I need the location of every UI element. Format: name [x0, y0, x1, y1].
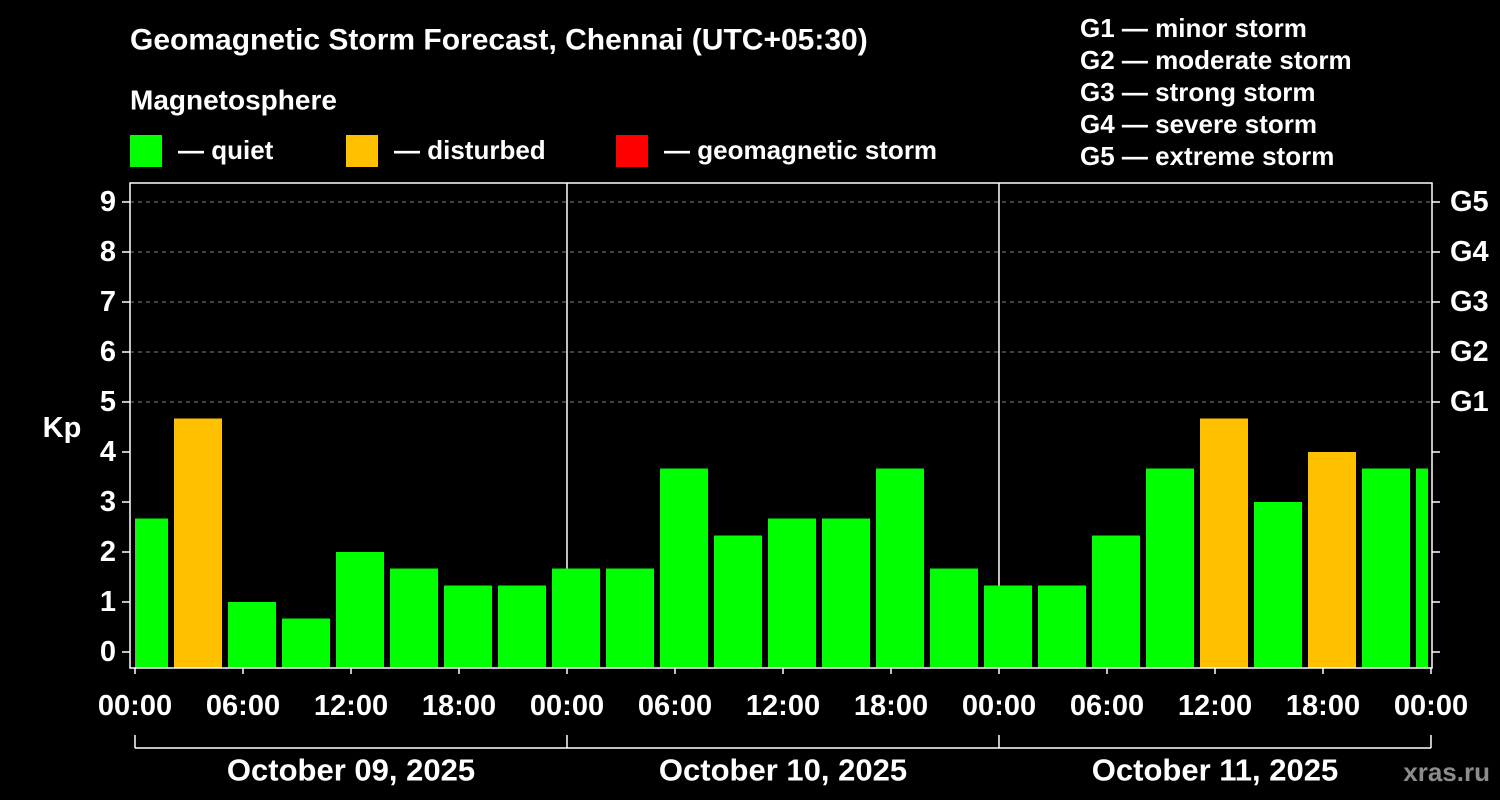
date-label: October 11, 2025 — [1092, 753, 1338, 788]
y-tick-label: 6 — [100, 336, 116, 368]
legend-swatch-storm — [616, 135, 648, 167]
x-tick-label: 00:00 — [962, 690, 1036, 722]
storm-scale-g5: G5 — extreme storm — [1080, 141, 1334, 171]
storm-level-label: G3 — [1450, 286, 1489, 318]
legend-heading: Magnetosphere — [130, 85, 337, 116]
x-tick-label: 12:00 — [746, 690, 820, 722]
kp-bar — [444, 585, 492, 668]
kp-bar — [228, 602, 276, 668]
storm-level-label: G2 — [1450, 336, 1489, 368]
kp-bar — [1092, 535, 1140, 668]
kp-bar — [1200, 418, 1248, 668]
kp-bar — [984, 585, 1032, 668]
kp-bar — [1308, 452, 1356, 668]
storm-scale-g4: G4 — severe storm — [1080, 109, 1317, 139]
kp-bar — [1146, 468, 1194, 668]
kp-bar — [135, 518, 168, 668]
x-tick-label: 18:00 — [1286, 690, 1360, 722]
y-tick-label: 7 — [100, 286, 116, 318]
legend-label-disturbed: — disturbed — [394, 135, 546, 165]
kp-bar — [174, 418, 222, 668]
kp-bar — [660, 468, 708, 668]
legend-swatch-quiet — [130, 135, 162, 167]
y-axis-label: Kp — [43, 412, 82, 444]
y-tick-label: 0 — [100, 636, 116, 668]
storm-level-label: G5 — [1450, 186, 1489, 218]
kp-bar — [1038, 585, 1086, 668]
plot-area: 0 1 2 3 4 5 6 7 8 9 G1 G2 G3 G4 G5 00:00 06:00 12:00 18:00… — [98, 182, 1489, 788]
y-tick-label: 2 — [100, 536, 116, 568]
x-tick-label: 06:00 — [206, 690, 280, 722]
kp-bar — [1362, 468, 1410, 668]
kp-bar — [714, 535, 762, 668]
storm-scale-g2: G2 — moderate storm — [1080, 45, 1352, 75]
legend-label-quiet: — quiet — [178, 135, 274, 165]
x-tick-label: 18:00 — [422, 690, 496, 722]
y-tick-label: 4 — [100, 436, 116, 468]
chart-title: Geomagnetic Storm Forecast, Chennai (UTC… — [130, 24, 868, 57]
watermark: xras.ru — [1403, 757, 1490, 787]
date-label: October 09, 2025 — [227, 753, 475, 788]
legend-label-storm: — geomagnetic storm — [664, 135, 937, 165]
x-tick-label: 00:00 — [530, 690, 604, 722]
kp-bar — [336, 552, 384, 668]
kp-bar — [1416, 468, 1428, 668]
x-tick-label: 12:00 — [1178, 690, 1252, 722]
y-tick-label: 5 — [100, 386, 116, 418]
kp-bar — [822, 518, 870, 668]
status-legend: — quiet — disturbed — geomagnetic storm — [130, 135, 937, 167]
storm-scale-legend: G1 — minor storm G2 — moderate storm G3 … — [1080, 13, 1352, 171]
x-tick-label: 00:00 — [98, 690, 172, 722]
date-label: October 10, 2025 — [659, 753, 907, 788]
kp-bar — [1254, 502, 1302, 668]
storm-scale-g1: G1 — minor storm — [1080, 13, 1307, 43]
kp-bar — [552, 568, 600, 668]
kp-bar — [390, 568, 438, 668]
x-tick-label: 06:00 — [1070, 690, 1144, 722]
legend-swatch-disturbed — [346, 135, 378, 167]
kp-bar — [768, 518, 816, 668]
storm-level-label: G1 — [1450, 386, 1489, 418]
x-tick-label: 12:00 — [314, 690, 388, 722]
y-tick-label: 8 — [100, 236, 116, 268]
x-tick-label: 06:00 — [638, 690, 712, 722]
storm-level-label: G4 — [1450, 236, 1489, 268]
kp-bar — [282, 618, 330, 668]
kp-bar — [876, 468, 924, 668]
x-tick-label: 00:00 — [1394, 690, 1468, 722]
plot-frame — [129, 182, 1433, 669]
storm-scale-g3: G3 — strong storm — [1080, 77, 1315, 107]
y-tick-label: 3 — [100, 486, 116, 518]
y-tick-label: 9 — [100, 186, 116, 218]
kp-bar — [606, 568, 654, 668]
y-tick-label: 1 — [100, 586, 116, 618]
kp-bar — [930, 568, 978, 668]
kp-bar — [498, 585, 546, 668]
x-tick-label: 18:00 — [854, 690, 928, 722]
